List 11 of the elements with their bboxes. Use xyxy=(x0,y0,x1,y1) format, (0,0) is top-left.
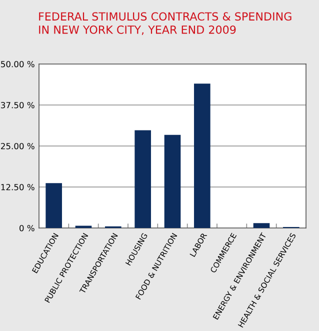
y-tick-label: 0 % xyxy=(20,224,34,232)
y-tick-label: 50.00 % xyxy=(1,60,34,68)
bar xyxy=(194,84,210,228)
y-tick-label: 37.50 % xyxy=(1,102,34,108)
chart-title: FEDERAL STIMULUS CONTRACTS & SPENDING IN NEW YORK CITY, YEAR END 2009 xyxy=(39,12,292,36)
y-tick-label: 25.00 % xyxy=(1,142,34,150)
bar xyxy=(134,130,151,228)
bar xyxy=(46,183,62,228)
bar xyxy=(164,134,181,228)
bar xyxy=(253,223,270,228)
y-tick-label: 12.50 % xyxy=(1,184,34,190)
